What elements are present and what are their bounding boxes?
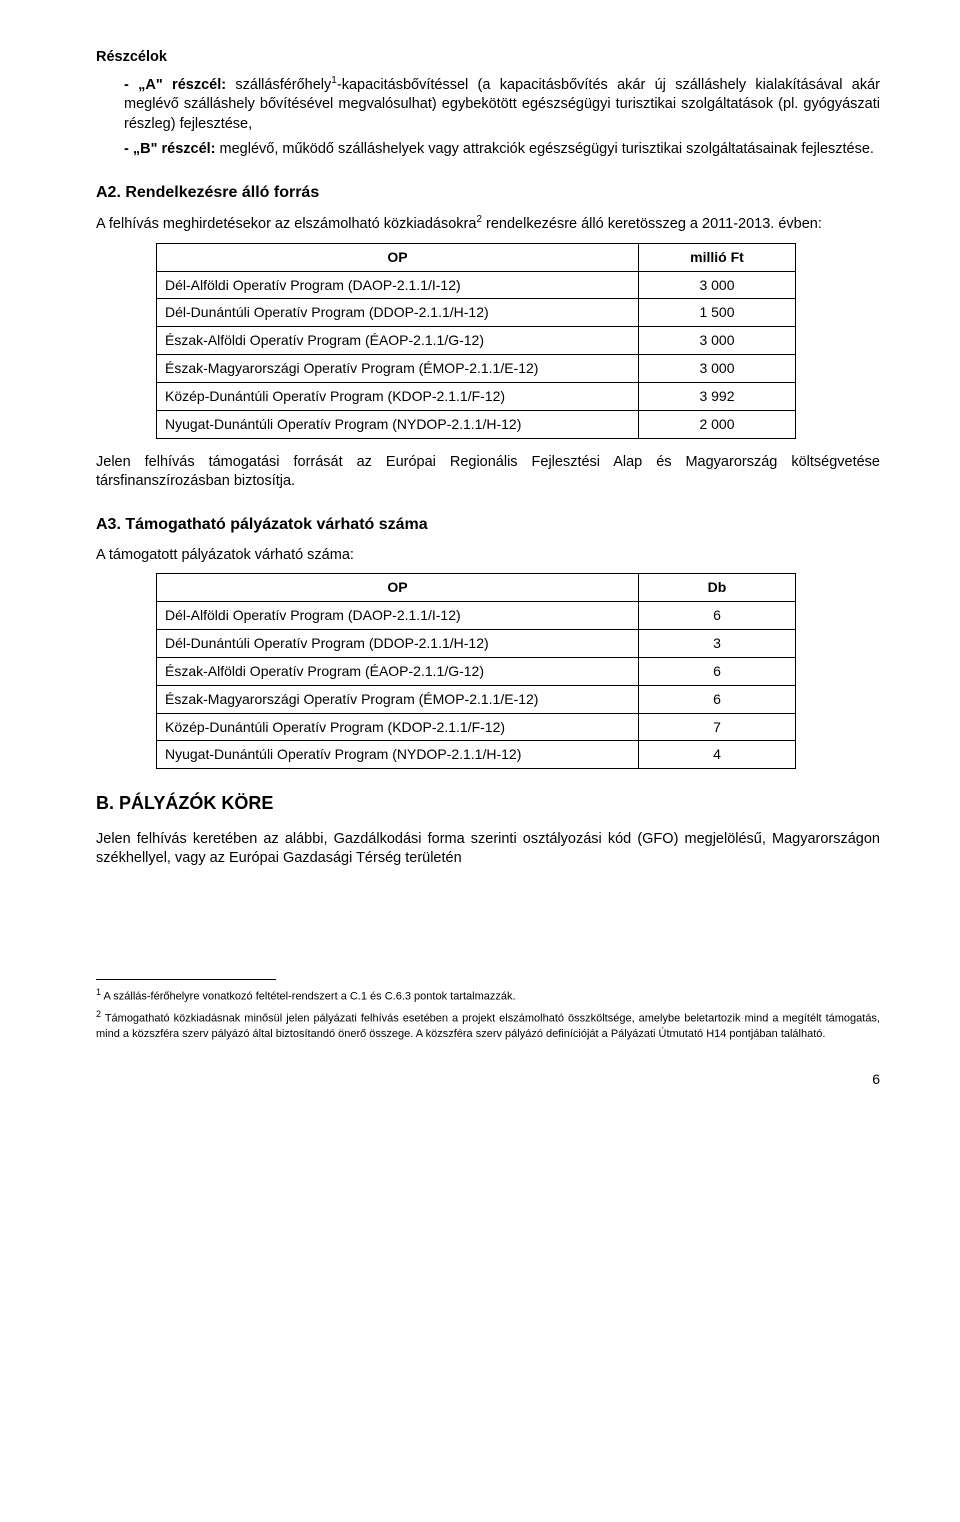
item-lead: - „B" részcél: (124, 141, 216, 157)
section-b-para: Jelen felhívás keretében az alábbi, Gazd… (96, 830, 880, 869)
list-item: - „B" részcél: meglévő, működő szálláshe… (124, 140, 880, 160)
table-row: Nyugat-Dunántúli Operatív Program (NYDOP… (157, 741, 796, 769)
cell-value: 4 (639, 741, 796, 769)
table-a2: OP millió Ft Dél-Alföldi Operatív Progra… (156, 243, 796, 439)
cell-value: 3 000 (639, 327, 796, 355)
footnote-text: A szállás-férőhelyre vonatkozó feltétel-… (101, 990, 516, 1002)
page-number: 6 (96, 1070, 880, 1089)
cell-value: 3 000 (639, 355, 796, 383)
table-header-row: OP millió Ft (157, 243, 796, 271)
item-body: meglévő, működő szálláshelyek vagy attra… (216, 141, 874, 157)
table-row: Észak-Magyarországi Operatív Program (ÉM… (157, 355, 796, 383)
subgoals-heading: Részcélok (96, 48, 880, 68)
cell-label: Dél-Alföldi Operatív Program (DAOP-2.1.1… (157, 602, 639, 630)
section-a2-intro: A felhívás meghirdetésekor az elszámolha… (96, 213, 880, 234)
cell-label: Dél-Dunántúli Operatív Program (DDOP-2.1… (157, 299, 639, 327)
cell-label: Észak-Alföldi Operatív Program (ÉAOP-2.1… (157, 657, 639, 685)
footnote-text: Támogatható közkiadásnak minősül jelen p… (96, 1013, 880, 1040)
table-header-row: OP Db (157, 574, 796, 602)
col-amount: millió Ft (639, 243, 796, 271)
cell-value: 7 (639, 713, 796, 741)
cell-label: Észak-Magyarországi Operatív Program (ÉM… (157, 355, 639, 383)
table-row: Nyugat-Dunántúli Operatív Program (NYDOP… (157, 410, 796, 438)
cell-label: Közép-Dunántúli Operatív Program (KDOP-2… (157, 713, 639, 741)
table-row: Dél-Alföldi Operatív Program (DAOP-2.1.1… (157, 602, 796, 630)
section-b-heading: B. PÁLYÁZÓK KÖRE (96, 791, 880, 815)
table-row: Dél-Dunántúli Operatív Program (DDOP-2.1… (157, 629, 796, 657)
cell-label: Nyugat-Dunántúli Operatív Program (NYDOP… (157, 741, 639, 769)
col-op: OP (157, 574, 639, 602)
section-a2-heading: A2. Rendelkezésre álló forrás (96, 182, 880, 204)
section-a3-heading: A3. Támogatható pályázatok várható száma (96, 514, 880, 536)
cell-label: Észak-Magyarországi Operatív Program (ÉM… (157, 685, 639, 713)
table-row: Dél-Dunántúli Operatív Program (DDOP-2.1… (157, 299, 796, 327)
table-row: Közép-Dunántúli Operatív Program (KDOP-2… (157, 713, 796, 741)
cell-label: Dél-Alföldi Operatív Program (DAOP-2.1.1… (157, 271, 639, 299)
cell-value: 6 (639, 657, 796, 685)
intro-text-b: rendelkezésre álló keretösszeg a 2011-20… (482, 216, 822, 232)
document-page: Részcélok - „A" részcél: szállásférőhely… (0, 0, 960, 1129)
cell-value: 6 (639, 685, 796, 713)
table-row: Észak-Alföldi Operatív Program (ÉAOP-2.1… (157, 327, 796, 355)
col-count: Db (639, 574, 796, 602)
footnote-2: 2 Támogatható közkiadásnak minősül jelen… (96, 1008, 880, 1041)
cell-value: 2 000 (639, 410, 796, 438)
cell-value: 6 (639, 602, 796, 630)
section-a2-outro: Jelen felhívás támogatási forrását az Eu… (96, 453, 880, 492)
table-a3: OP Db Dél-Alföldi Operatív Program (DAOP… (156, 573, 796, 769)
cell-value: 3 000 (639, 271, 796, 299)
subgoals-list: - „A" részcél: szállásférőhely1-kapacitá… (124, 74, 880, 160)
table-row: Dél-Alföldi Operatív Program (DAOP-2.1.1… (157, 271, 796, 299)
table-row: Közép-Dunántúli Operatív Program (KDOP-2… (157, 383, 796, 411)
item-lead: - „A" részcél: (124, 76, 226, 92)
section-a3-intro: A támogatott pályázatok várható száma: (96, 546, 880, 566)
list-item: - „A" részcél: szállásférőhely1-kapacitá… (124, 74, 880, 135)
cell-value: 1 500 (639, 299, 796, 327)
table-row: Észak-Alföldi Operatív Program (ÉAOP-2.1… (157, 657, 796, 685)
item-body: szállásférőhely (226, 76, 331, 92)
footnote-separator (96, 979, 276, 980)
cell-label: Közép-Dunántúli Operatív Program (KDOP-2… (157, 383, 639, 411)
table-row: Észak-Magyarországi Operatív Program (ÉM… (157, 685, 796, 713)
footnote-1: 1 A szállás-férőhelyre vonatkozó feltéte… (96, 986, 880, 1005)
cell-value: 3 992 (639, 383, 796, 411)
intro-text-a: A felhívás meghirdetésekor az elszámolha… (96, 216, 476, 232)
col-op: OP (157, 243, 639, 271)
cell-label: Nyugat-Dunántúli Operatív Program (NYDOP… (157, 410, 639, 438)
cell-label: Észak-Alföldi Operatív Program (ÉAOP-2.1… (157, 327, 639, 355)
cell-value: 3 (639, 629, 796, 657)
cell-label: Dél-Dunántúli Operatív Program (DDOP-2.1… (157, 629, 639, 657)
